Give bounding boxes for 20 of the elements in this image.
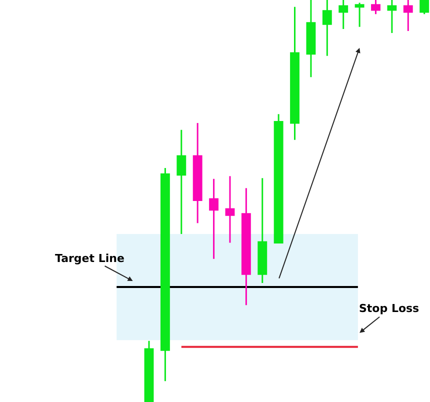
ref-line-label: Stop Loss	[359, 302, 420, 315]
candlestick	[403, 0, 413, 32]
candlestick	[209, 178, 218, 260]
candlestick	[354, 2, 364, 28]
candlestick	[322, 0, 332, 57]
candlestick	[241, 187, 251, 306]
candlestick	[258, 177, 268, 284]
candlestick	[274, 113, 284, 244]
candlestick	[306, 0, 316, 78]
candlestick	[225, 175, 235, 244]
ref-line-label: Target Line	[55, 252, 124, 265]
candlestick	[160, 167, 170, 382]
candlestick	[371, 0, 380, 15]
candlestick	[192, 122, 202, 224]
candlestick	[420, 0, 430, 15]
candlestick	[176, 129, 186, 235]
candlestick	[290, 6, 300, 141]
candlestick	[144, 340, 154, 402]
candlestick	[387, 0, 397, 34]
candlestick	[338, 0, 348, 30]
